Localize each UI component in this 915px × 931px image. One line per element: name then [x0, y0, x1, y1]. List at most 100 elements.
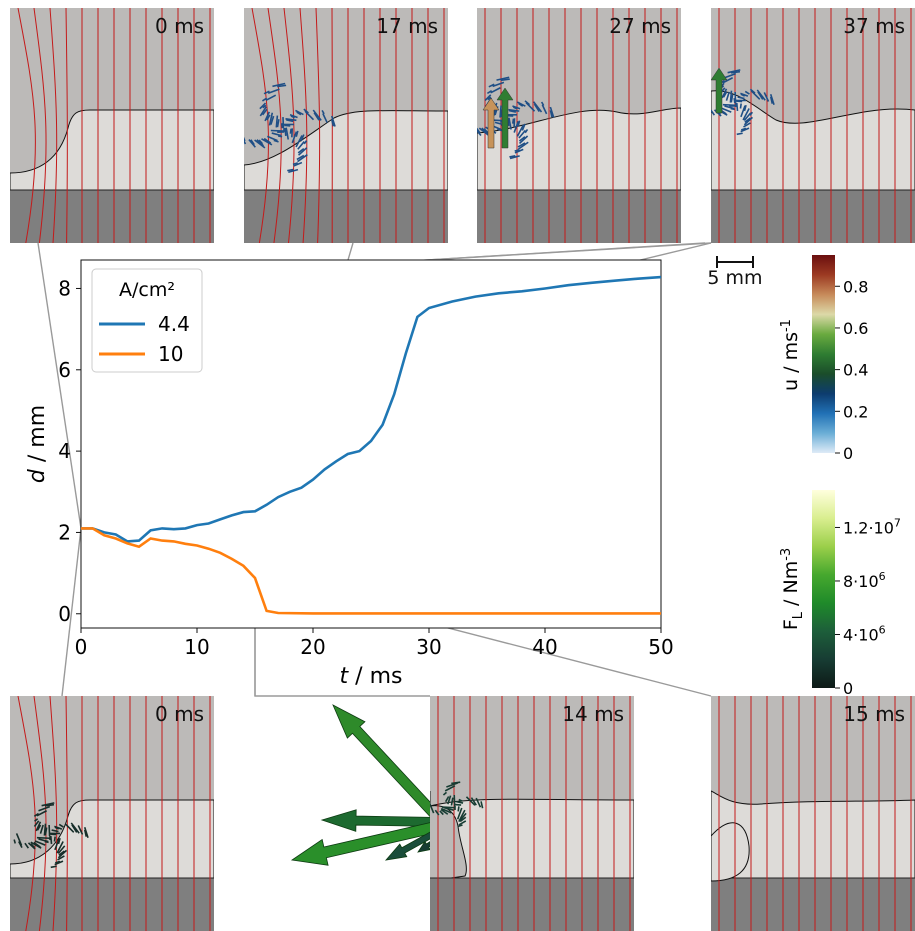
velocity-arrow — [434, 809, 440, 816]
colorbar-tick-label: 4·106 — [843, 623, 886, 644]
velocity-arrow — [439, 810, 444, 816]
velocity-arrow — [300, 134, 305, 142]
velocity-arrow — [508, 108, 520, 112]
velocity-arrow — [261, 138, 273, 146]
velocity-arrow — [43, 823, 47, 836]
snapshot-label: 17 ms — [376, 14, 438, 38]
velocity-arrow — [39, 824, 44, 834]
legend-box — [91, 268, 203, 373]
velocity-arrow — [740, 127, 750, 133]
velocity-arrow — [492, 81, 505, 88]
velocity-arrow — [54, 860, 61, 864]
velocity-arrow — [261, 108, 268, 116]
colorbar-force: 0 4·106 8·106 1.2·107 FL / Nm-3 — [779, 490, 901, 698]
velocity-arrow — [51, 829, 59, 833]
velocity-arrow — [261, 97, 268, 102]
velocity-arrow — [54, 825, 63, 830]
velocity-arrow — [711, 109, 716, 116]
velocity-arrow — [486, 90, 493, 95]
velocity-arrow — [313, 112, 320, 121]
connector-line — [61, 528, 82, 697]
velocity-arrow — [444, 785, 456, 792]
legend-title: A/cm² — [119, 279, 175, 301]
field-line — [65, 8, 68, 243]
velocity-arrow — [720, 107, 732, 113]
velocity-arrow — [733, 98, 736, 104]
line-plot: 0 10 20 30 40 50 0 2 4 6 8 t / ms d / mm A/cm² 4.… — [25, 259, 674, 689]
velocity-arrow — [33, 812, 39, 817]
snapshot-label: 37 ms — [843, 14, 905, 38]
colorbar-tick-label: 0.6 — [843, 319, 868, 338]
velocity-arrow — [303, 140, 308, 145]
velocity-arrow — [256, 139, 265, 147]
velocity-arrow — [35, 821, 42, 832]
snapshot-bottom-15ms: 15 ms — [711, 696, 915, 931]
velocity-arrow — [262, 104, 267, 109]
velocity-arrow — [50, 865, 57, 869]
connector-line — [394, 242, 712, 263]
velocity-arrow — [730, 107, 735, 111]
velocity-arrow — [298, 147, 308, 156]
velocity-arrow — [330, 115, 336, 127]
field-line — [17, 696, 36, 931]
velocity-arrow — [517, 101, 526, 107]
velocity-arrow — [53, 836, 56, 842]
colorbar-tick-label: 0.4 — [843, 361, 868, 380]
series-line-10 — [81, 527, 661, 615]
velocity-arrow — [268, 112, 274, 126]
velocity-arrow — [496, 76, 510, 81]
force-arrow — [290, 820, 442, 866]
velocity-arrow — [500, 78, 510, 82]
velocity-arrow — [730, 94, 734, 103]
velocity-arrow — [250, 139, 255, 146]
velocity-arrow — [297, 154, 308, 163]
velocity-arrow-large — [496, 87, 514, 149]
velocity-arrow — [266, 114, 271, 121]
velocity-arrow — [749, 88, 756, 94]
scale-bar-line — [716, 256, 754, 268]
velocity-arrow — [287, 168, 294, 172]
velocity-arrow — [304, 110, 315, 121]
field-line — [267, 8, 282, 243]
field-line — [65, 696, 68, 931]
velocity-arrow — [749, 111, 754, 116]
velocity-arrow — [41, 802, 55, 807]
velocity-arrow — [284, 124, 291, 127]
velocity-arrow — [244, 139, 247, 145]
colorbar-velocity-label: u / ms-1 — [779, 319, 802, 391]
velocity-arrow — [487, 96, 492, 101]
velocity-arrow — [513, 121, 520, 133]
snapshot-bottom-14ms: 14 ms — [430, 696, 634, 931]
velocity-arrow — [769, 94, 775, 105]
snapshot-top-17ms: 17 ms — [244, 8, 448, 243]
velocity-arrow — [509, 155, 520, 160]
velocity-arrow — [292, 162, 298, 166]
colorbar-tick-label: 0 — [843, 679, 853, 698]
velocity-arrow — [729, 90, 733, 103]
x-tick-label: 30 — [416, 635, 441, 659]
velocity-arrow — [456, 800, 464, 804]
detached-droplet — [711, 822, 750, 882]
y-tick-label: 2 — [58, 520, 71, 544]
velocity-arrow — [277, 84, 287, 88]
velocity-arrow — [480, 801, 484, 809]
velocity-arrow — [533, 103, 540, 113]
velocity-arrow — [456, 807, 463, 820]
velocity-arrow — [499, 105, 502, 118]
velocity-arrow — [34, 818, 39, 822]
velocity-arrow — [743, 112, 752, 122]
velocity-arrow — [295, 130, 299, 137]
velocity-arrow — [289, 114, 298, 119]
middle-fluid-layer — [477, 107, 681, 191]
velocity-arrow — [488, 83, 495, 88]
velocity-arrow — [285, 127, 290, 140]
velocity-arrow — [490, 87, 501, 94]
x-tick-label: 0 — [75, 635, 88, 659]
snapshot-top-0ms: 0 ms — [10, 8, 214, 243]
velocity-arrow — [756, 89, 766, 101]
velocity-arrow — [735, 102, 739, 111]
velocity-arrow — [288, 168, 299, 174]
velocity-arrow — [244, 136, 246, 142]
velocity-arrow — [763, 92, 770, 102]
